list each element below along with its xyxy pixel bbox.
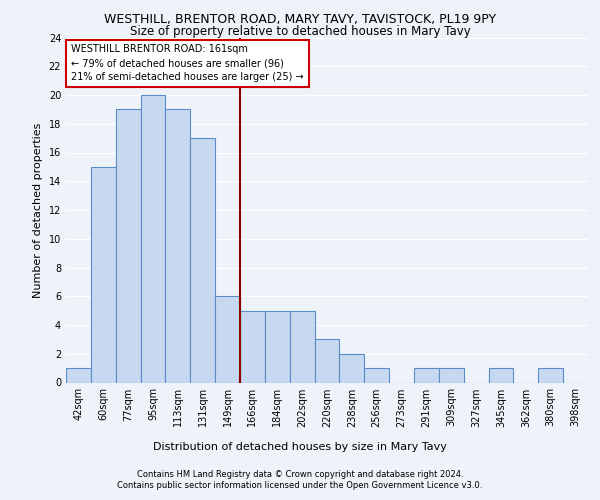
Bar [190, 138, 215, 382]
Bar [340, 354, 364, 382]
Text: Distribution of detached houses by size in Mary Tavy: Distribution of detached houses by size … [153, 442, 447, 452]
Text: Size of property relative to detached houses in Mary Tavy: Size of property relative to detached ho… [130, 25, 470, 38]
Text: WESTHILL BRENTOR ROAD: 161sqm
← 79% of detached houses are smaller (96)
21% of s: WESTHILL BRENTOR ROAD: 161sqm ← 79% of d… [71, 44, 304, 82]
Bar [314, 340, 340, 382]
Text: Contains public sector information licensed under the Open Government Licence v3: Contains public sector information licen… [118, 481, 482, 490]
Bar [215, 296, 240, 382]
Bar [265, 310, 290, 382]
Bar [116, 110, 140, 382]
Bar [140, 95, 166, 382]
Y-axis label: Number of detached properties: Number of detached properties [33, 122, 43, 298]
Bar [364, 368, 389, 382]
Bar [538, 368, 563, 382]
Text: Contains HM Land Registry data © Crown copyright and database right 2024.: Contains HM Land Registry data © Crown c… [137, 470, 463, 479]
Bar [290, 310, 314, 382]
Bar [66, 368, 91, 382]
Bar [488, 368, 514, 382]
Text: WESTHILL, BRENTOR ROAD, MARY TAVY, TAVISTOCK, PL19 9PY: WESTHILL, BRENTOR ROAD, MARY TAVY, TAVIS… [104, 12, 496, 26]
Bar [439, 368, 464, 382]
Bar [166, 110, 190, 382]
Bar [414, 368, 439, 382]
Bar [91, 167, 116, 382]
Bar [240, 310, 265, 382]
